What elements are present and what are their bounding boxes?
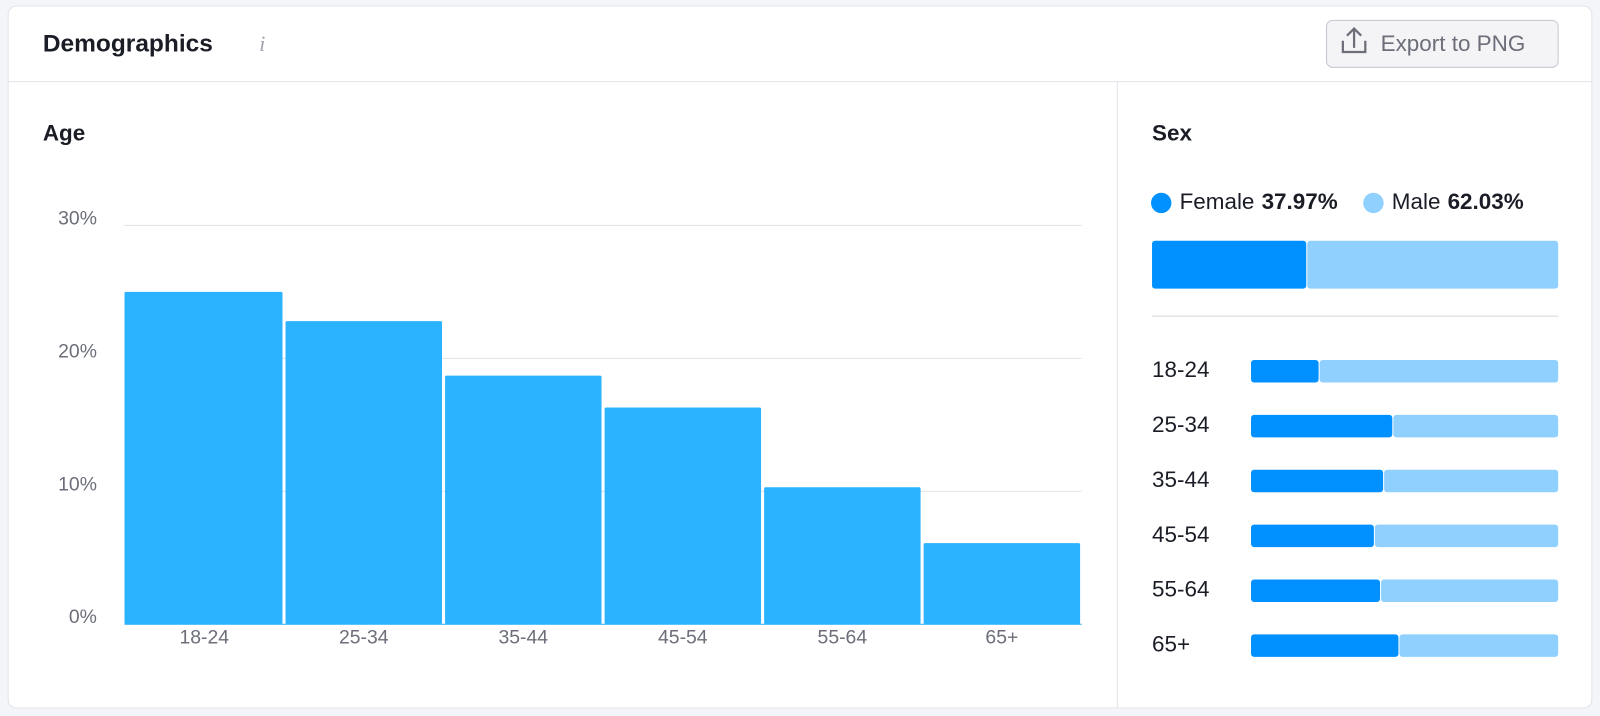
row-label: 65+	[1152, 632, 1190, 657]
bar-segment	[1393, 414, 1559, 438]
x-tick-label: 45-54	[658, 627, 708, 649]
export-icon[interactable]	[1341, 26, 1367, 54]
export-button[interactable]: Export to PNG	[1326, 19, 1559, 68]
button-label[interactable]: Export to PNG	[1381, 31, 1526, 56]
row-label: 25-34	[1152, 412, 1209, 437]
chart-title: Age	[43, 121, 85, 146]
bar-segment	[1399, 634, 1559, 657]
row-label: 18-24	[1152, 357, 1209, 382]
x-tick-label: 25-34	[339, 627, 389, 649]
row-label: 55-64	[1152, 577, 1209, 602]
bar	[764, 487, 921, 625]
bar-segment	[1251, 634, 1399, 657]
widget-title: Demographics	[43, 30, 213, 57]
bar-segment	[1251, 469, 1384, 493]
bar-segment	[1251, 579, 1381, 602]
x-tick-label: 65+	[985, 627, 1018, 649]
bar-segment	[1381, 579, 1559, 602]
bar	[604, 407, 762, 625]
bar	[923, 543, 1081, 625]
y-tick-label: 20%	[58, 340, 97, 362]
x-tick-label: 18-24	[179, 627, 229, 649]
bar-segment	[1152, 240, 1307, 289]
button-background[interactable]	[1326, 19, 1559, 68]
legend-swatch	[1151, 192, 1172, 214]
bar	[124, 291, 283, 625]
bar	[445, 375, 602, 625]
x-tick-label: 55-64	[818, 627, 868, 649]
bar-segment	[1251, 524, 1374, 548]
y-tick-label: 30%	[58, 207, 97, 229]
row-label: 45-54	[1152, 522, 1209, 547]
legend-value: 37.97%	[1262, 189, 1338, 214]
bar-segment	[1384, 469, 1559, 493]
bar-segment	[1319, 360, 1559, 383]
chart-title: Sex	[1152, 121, 1192, 146]
x-tick-label: 35-44	[499, 627, 549, 649]
y-tick-label: 0%	[69, 606, 97, 628]
bar	[285, 321, 443, 625]
info-icon[interactable]: i	[259, 31, 265, 56]
legend-label: Male	[1392, 189, 1441, 214]
legend-label: Female	[1180, 189, 1255, 214]
bar-segment	[1251, 414, 1393, 438]
bar-segment	[1374, 524, 1559, 548]
legend-swatch	[1363, 192, 1384, 214]
row-label: 35-44	[1152, 467, 1209, 492]
legend-value: 62.03%	[1448, 189, 1524, 214]
bar-segment	[1307, 240, 1559, 289]
y-tick-label: 10%	[58, 473, 97, 495]
bar-segment	[1251, 360, 1319, 383]
